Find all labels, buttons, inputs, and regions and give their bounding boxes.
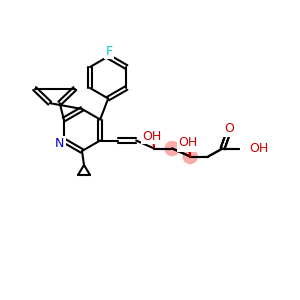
Text: OH: OH <box>178 136 198 149</box>
Text: OH: OH <box>250 142 269 155</box>
Text: O: O <box>225 122 235 135</box>
Circle shape <box>165 142 179 155</box>
Text: OH: OH <box>142 130 162 143</box>
Text: OH: OH <box>178 138 198 151</box>
Circle shape <box>183 149 197 164</box>
Text: N: N <box>55 137 64 150</box>
Text: O: O <box>225 123 235 136</box>
Text: F: F <box>106 45 113 58</box>
Text: OH: OH <box>250 142 270 155</box>
